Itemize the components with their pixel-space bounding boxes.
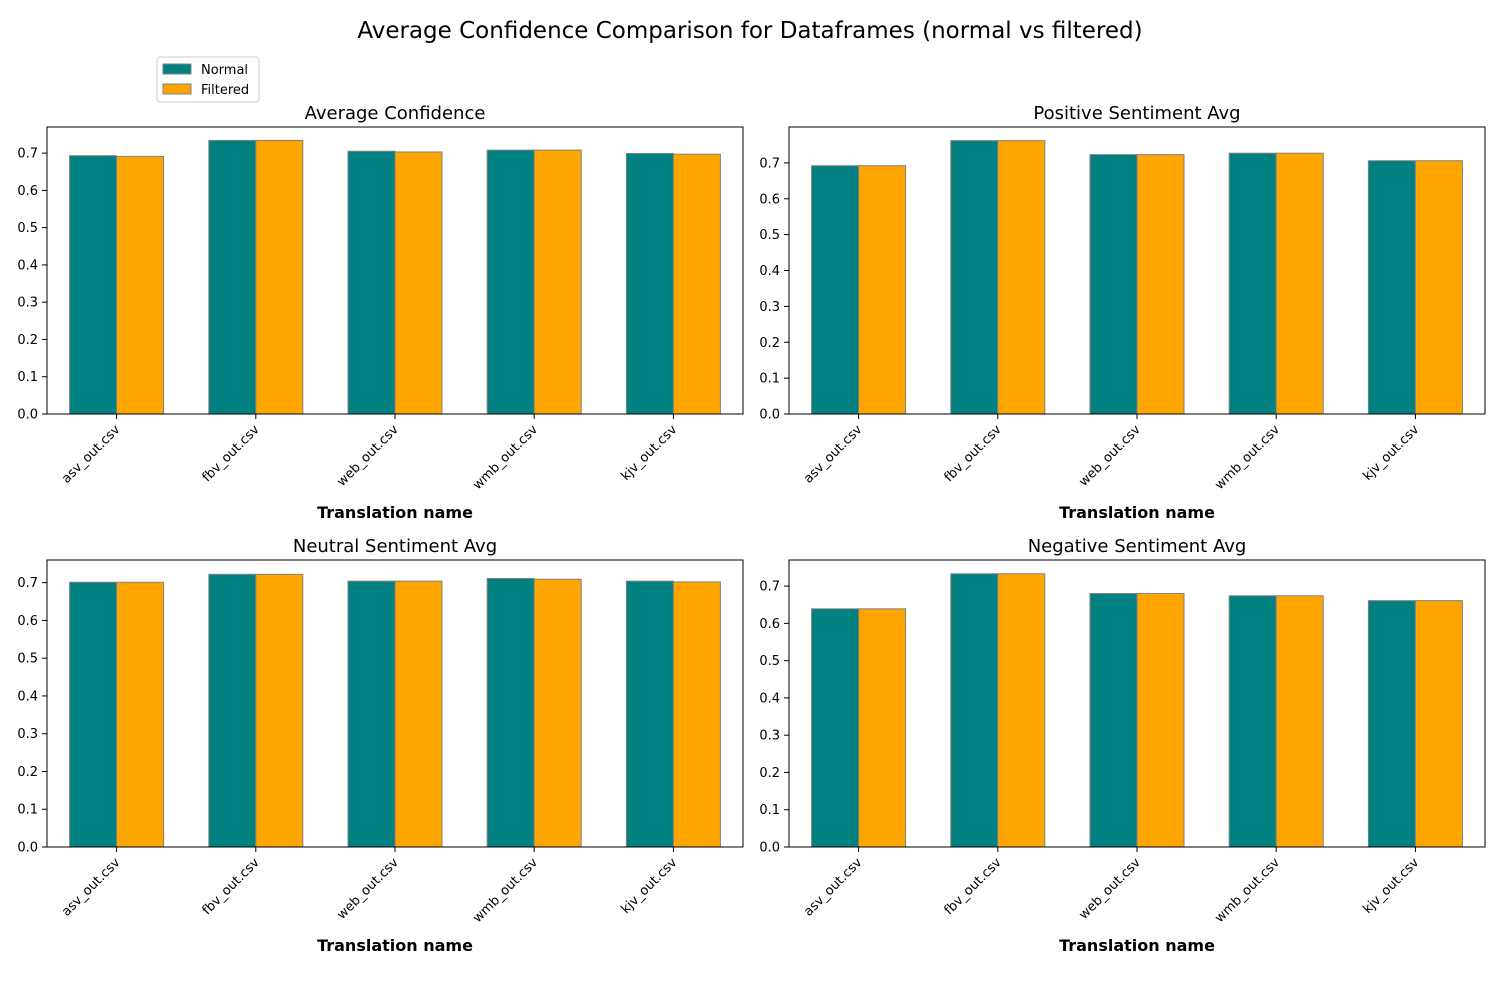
axes-frame <box>46 126 744 415</box>
bar-filtered-kjv-out-csv <box>1414 600 1463 848</box>
bar-filtered-wmb-out-csv <box>533 578 582 848</box>
bar-normal-wmb-out-csv <box>486 149 535 415</box>
y-tick-label: 0.4 <box>759 691 780 706</box>
x-axis-label: Translation name <box>317 936 473 955</box>
bar-normal-fbv-out-csv <box>950 573 999 848</box>
y-tick-label: 0.6 <box>17 184 38 199</box>
panel-title: Positive Sentiment Avg <box>1033 103 1240 124</box>
figure-title: Average Confidence Comparison for Datafr… <box>357 18 1142 44</box>
bar-normal-asv-out-csv <box>811 608 860 848</box>
bar-normal-kjv-out-csv <box>1367 600 1416 848</box>
y-tick-label: 0.1 <box>17 370 38 385</box>
x-axis-label: Translation name <box>317 503 473 522</box>
bar-filtered-kjv-out-csv <box>672 153 721 415</box>
axes-frame <box>788 559 1486 848</box>
bar-normal-fbv-out-csv <box>208 139 257 415</box>
bar-normal-wmb-out-csv <box>1228 152 1277 415</box>
y-tick-label: 0.6 <box>17 614 38 629</box>
bar-filtered-asv-out-csv <box>858 165 907 415</box>
x-axis-label: Translation name <box>1059 936 1215 955</box>
bar-filtered-web-out-csv <box>394 151 443 415</box>
bar-normal-kjv-out-csv <box>625 580 674 848</box>
bar-filtered-fbv-out-csv <box>255 573 304 848</box>
bar-filtered-fbv-out-csv <box>255 139 304 415</box>
y-tick-label: 0.6 <box>759 617 780 632</box>
axes-frame <box>788 126 1486 415</box>
bar-normal-asv-out-csv <box>69 581 118 848</box>
bar-normal-web-out-csv <box>1089 593 1138 848</box>
y-tick-label: 0.3 <box>17 296 38 311</box>
y-tick-label: 0.6 <box>759 192 780 207</box>
bar-normal-web-out-csv <box>347 150 396 415</box>
bar-filtered-kjv-out-csv <box>672 581 721 848</box>
y-tick-label: 0.2 <box>17 765 38 780</box>
legend-filtered-label: Filtered <box>201 83 249 98</box>
y-tick-label: 0.4 <box>759 264 780 279</box>
bar-normal-wmb-out-csv <box>1228 595 1277 848</box>
bar-normal-fbv-out-csv <box>208 573 257 848</box>
bar-normal-asv-out-csv <box>69 155 118 415</box>
bar-filtered-asv-out-csv <box>116 581 165 848</box>
bar-filtered-fbv-out-csv <box>997 573 1046 848</box>
bar-filtered-web-out-csv <box>394 580 443 848</box>
bar-normal-wmb-out-csv <box>486 578 535 848</box>
panel-title: Average Confidence <box>305 103 486 124</box>
y-tick-label: 0.5 <box>17 652 38 667</box>
bar-filtered-wmb-out-csv <box>1275 595 1324 848</box>
y-tick-label: 0.5 <box>759 228 780 243</box>
axes-frame <box>46 559 744 848</box>
y-tick-label: 0.0 <box>759 408 780 423</box>
bar-normal-web-out-csv <box>347 580 396 848</box>
panel-title: Negative Sentiment Avg <box>1028 536 1247 557</box>
y-tick-label: 0.2 <box>759 336 780 351</box>
bar-filtered-wmb-out-csv <box>533 149 582 415</box>
y-tick-label: 0.2 <box>17 333 38 348</box>
bar-filtered-fbv-out-csv <box>997 140 1046 415</box>
y-tick-label: 0.0 <box>17 841 38 856</box>
x-axis-label: Translation name <box>1059 503 1215 522</box>
legend-filtered-swatch <box>162 83 192 95</box>
bar-filtered-web-out-csv <box>1136 593 1185 848</box>
y-tick-label: 0.3 <box>759 729 780 744</box>
panel-title: Neutral Sentiment Avg <box>293 536 497 557</box>
y-tick-label: 0.0 <box>759 841 780 856</box>
legend-normal-label: Normal <box>201 63 248 78</box>
y-tick-label: 0.1 <box>759 372 780 387</box>
bar-filtered-web-out-csv <box>1136 154 1185 415</box>
y-tick-label: 0.0 <box>17 408 38 423</box>
y-tick-label: 0.4 <box>17 258 38 273</box>
y-tick-label: 0.5 <box>759 654 780 669</box>
bar-normal-asv-out-csv <box>811 165 860 415</box>
y-tick-label: 0.5 <box>17 221 38 236</box>
bar-normal-web-out-csv <box>1089 154 1138 415</box>
legend-normal-swatch <box>162 63 192 75</box>
bar-filtered-wmb-out-csv <box>1275 152 1324 415</box>
y-tick-label: 0.1 <box>17 803 38 818</box>
bar-filtered-kjv-out-csv <box>1414 160 1463 415</box>
bar-normal-kjv-out-csv <box>1367 160 1416 415</box>
y-tick-label: 0.7 <box>17 576 38 591</box>
y-tick-label: 0.7 <box>759 580 780 595</box>
y-tick-label: 0.4 <box>17 689 38 704</box>
y-tick-label: 0.3 <box>17 727 38 742</box>
bar-normal-kjv-out-csv <box>625 152 674 415</box>
bar-filtered-asv-out-csv <box>858 608 907 848</box>
legend: Normal Filtered <box>156 56 260 103</box>
y-tick-label: 0.2 <box>759 766 780 781</box>
bar-normal-fbv-out-csv <box>950 140 999 415</box>
bar-filtered-asv-out-csv <box>116 155 165 415</box>
y-tick-label: 0.1 <box>759 803 780 818</box>
y-tick-label: 0.7 <box>759 156 780 171</box>
y-tick-label: 0.7 <box>17 147 38 162</box>
y-tick-label: 0.3 <box>759 300 780 315</box>
